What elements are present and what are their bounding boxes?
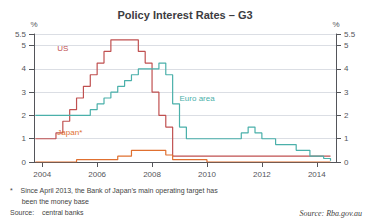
svg-text:Japan*: Japan* bbox=[57, 128, 82, 137]
svg-text:5.5: 5.5 bbox=[15, 30, 27, 39]
svg-text:0: 0 bbox=[344, 158, 349, 167]
svg-text:1: 1 bbox=[22, 134, 27, 143]
svg-text:2: 2 bbox=[22, 111, 27, 120]
svg-text:%: % bbox=[332, 20, 339, 29]
svg-text:5.5: 5.5 bbox=[344, 30, 356, 39]
svg-text:2012: 2012 bbox=[253, 170, 271, 179]
svg-text:3: 3 bbox=[22, 88, 27, 97]
svg-text:%: % bbox=[30, 20, 37, 29]
svg-text:Euro area: Euro area bbox=[180, 94, 216, 103]
svg-text:1: 1 bbox=[344, 134, 349, 143]
svg-text:4: 4 bbox=[22, 64, 27, 73]
svg-text:* Since April 2013, the Ban: * Since April 2013, the Bank of Japan’s … bbox=[10, 187, 218, 195]
svg-text:3: 3 bbox=[344, 88, 349, 97]
svg-text:Source: Rba.gov.au: Source: Rba.gov.au bbox=[300, 209, 362, 218]
svg-text:2006: 2006 bbox=[88, 170, 106, 179]
svg-text:2014: 2014 bbox=[308, 170, 326, 179]
svg-text:2004: 2004 bbox=[33, 170, 51, 179]
svg-text:4: 4 bbox=[344, 64, 349, 73]
svg-text:5: 5 bbox=[22, 41, 27, 50]
svg-text:2010: 2010 bbox=[198, 170, 216, 179]
svg-text:2008: 2008 bbox=[143, 170, 161, 179]
svg-text:5: 5 bbox=[344, 41, 349, 50]
svg-text:2: 2 bbox=[344, 111, 349, 120]
svg-text:Source: central banks: Source: central banks bbox=[10, 209, 84, 216]
svg-text:0: 0 bbox=[22, 158, 27, 167]
svg-text:Policy Interest Rates – G3: Policy Interest Rates – G3 bbox=[117, 9, 252, 21]
svg-text:been the money base: been the money base bbox=[10, 198, 89, 206]
svg-text:US: US bbox=[57, 44, 68, 53]
